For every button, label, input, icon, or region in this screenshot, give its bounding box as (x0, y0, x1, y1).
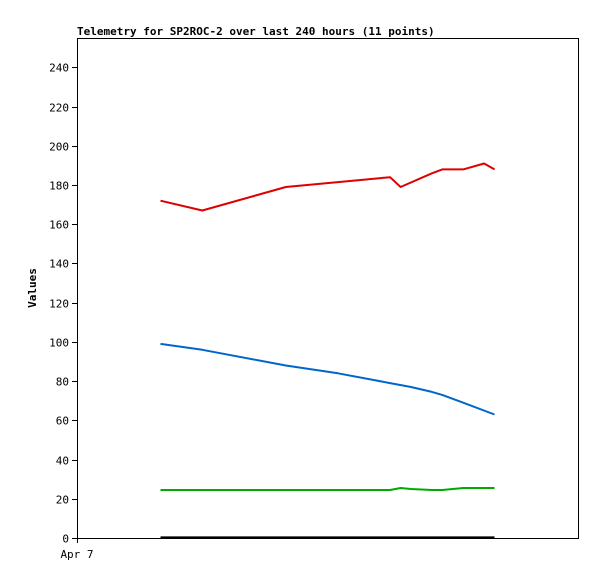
y-tick-label: 140 (49, 258, 69, 271)
y-tick-label: 80 (56, 376, 69, 389)
y-tick-label: 180 (49, 180, 69, 193)
y-tick-label: 160 (49, 219, 69, 232)
y-tick-label: 20 (56, 494, 69, 507)
y-tick-label: 60 (56, 415, 69, 428)
y-tick-label: 220 (49, 102, 69, 115)
y-tick-label: 240 (49, 62, 69, 75)
y-axis: 0 20 40 60 80 100 120 140 160 180 200 220 240 (49, 62, 77, 546)
series-line-1 (160, 162, 495, 212)
plot-area (77, 38, 579, 539)
series-line-2 (160, 342, 495, 416)
chart-title: Telemetry for SP2ROC-2 over last 240 hou… (77, 25, 435, 38)
y-axis-label: Values (26, 268, 39, 308)
y-tick-label: 120 (49, 298, 69, 311)
series-line-3 (160, 487, 495, 491)
y-tick-label: 0 (62, 533, 69, 546)
series-group (160, 162, 495, 539)
y-tick-label: 40 (56, 455, 69, 468)
x-tick-label: Apr 7 (60, 548, 93, 561)
x-axis: Apr 7 (60, 538, 94, 561)
y-tick-label: 100 (49, 337, 69, 350)
y-tick-label: 200 (49, 141, 69, 154)
